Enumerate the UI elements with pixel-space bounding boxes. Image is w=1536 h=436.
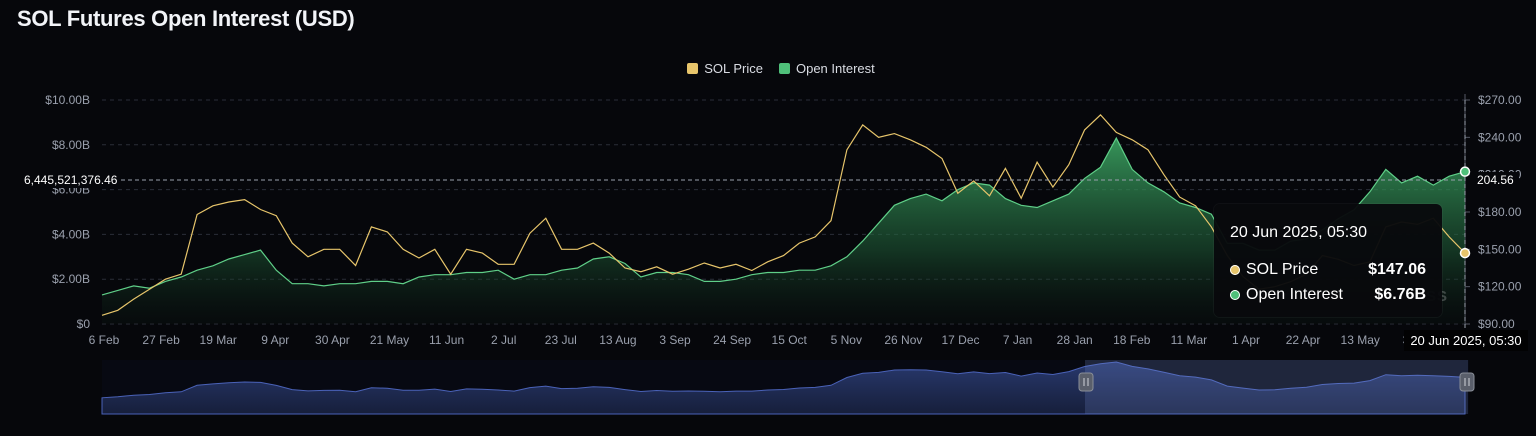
legend-swatch-sol-price (687, 63, 699, 74)
page-title: SOL Futures Open Interest (USD) (17, 6, 355, 31)
tooltip-dot-open-interest (1230, 290, 1240, 300)
crosshair-y-label-left: 6,445,521,376.46 (20, 172, 122, 188)
navigator-handle-right[interactable] (1459, 372, 1475, 392)
x-tick-label: 17 Dec (941, 333, 979, 347)
x-tick-label: 13 Aug (599, 333, 636, 347)
y-left-tick-label: $0 (77, 317, 91, 331)
hover-point-open-interest (1459, 166, 1471, 177)
legend-item-open-interest[interactable]: Open Interest (778, 61, 875, 76)
chart-tooltip: 20 Jun 2025, 05:30 SOL Price $147.06 Ope… (1214, 204, 1442, 317)
x-tick-label: 11 Jun (429, 333, 464, 347)
legend-swatch-open-interest (778, 63, 790, 74)
x-tick-label: 9 Apr (261, 333, 289, 347)
y-right-tick-label: $120.00 (1478, 280, 1522, 294)
tooltip-value-sol-price: $147.06 (1368, 261, 1426, 278)
tooltip-date: 20 Jun 2025, 05:30 (1230, 224, 1368, 241)
x-tick-label: 2 Jul (491, 333, 516, 347)
x-tick-label: 7 Jan (1003, 333, 1032, 347)
crosshair-y-label-right: 204.56 (1472, 172, 1519, 188)
x-tick-label: 6 Feb (89, 333, 120, 347)
x-tick-label: 18 Feb (1113, 333, 1151, 347)
x-tick-label: 23 Jul (545, 333, 577, 347)
y-right-tick-label: $180.00 (1478, 205, 1522, 219)
x-tick-label: 30 Apr (315, 333, 350, 347)
hover-point-sol-price (1459, 247, 1471, 259)
y-left-tick-label: $10.00B (45, 93, 90, 107)
x-tick-label: 26 Nov (884, 333, 922, 347)
x-tick-label: 5 Nov (831, 333, 862, 347)
x-tick-label: 13 May (1341, 333, 1380, 347)
y-left-tick-label: $2.00B (52, 272, 90, 286)
navigator-handle-left[interactable] (1078, 372, 1094, 392)
legend-label-sol-price: SOL Price (704, 61, 763, 76)
x-tick-label: 1 Apr (1232, 333, 1260, 347)
navigator-selection (1085, 360, 1468, 414)
x-tick-label: 11 Mar (1171, 333, 1207, 347)
tooltip-label-sol-price: SOL Price (1246, 261, 1319, 278)
y-right-tick-label: $270.00 (1478, 93, 1522, 107)
legend-item-sol-price[interactable]: SOL Price (687, 61, 763, 76)
x-tick-label: 28 Jan (1057, 333, 1093, 347)
tooltip-value-open-interest: $6.76B (1374, 286, 1426, 303)
y-right-tick-label: $90.00 (1478, 317, 1515, 331)
x-tick-label: 24 Sep (713, 333, 751, 347)
y-right-tick-label: $240.00 (1478, 130, 1522, 144)
open-interest-area (102, 138, 1465, 324)
chart-legend: SOL Price Open Interest (0, 61, 1536, 76)
x-tick-label: 27 Feb (142, 333, 180, 347)
tooltip-dot-sol-price (1230, 265, 1240, 275)
y-right-tick-label: $150.00 (1478, 242, 1522, 256)
crosshair-x-label: 20 Jun 2025, 05:30 (1404, 330, 1528, 351)
tooltip-row-sol-price: SOL Price $147.06 (1230, 261, 1426, 279)
y-left-tick-label: $8.00B (52, 138, 90, 152)
tooltip-label-open-interest: Open Interest (1246, 286, 1343, 303)
legend-label-open-interest: Open Interest (795, 61, 875, 76)
tooltip-row-open-interest: Open Interest $6.76B (1230, 286, 1426, 304)
x-tick-label: 21 May (370, 333, 409, 347)
navigator-series (101, 361, 1466, 415)
x-tick-label: 22 Apr (1286, 333, 1321, 347)
y-left-tick-label: $4.00B (52, 227, 90, 241)
x-tick-label: 19 Mar (200, 333, 237, 347)
x-tick-label: 3 Sep (659, 333, 691, 347)
x-tick-label: 15 Oct (772, 333, 808, 347)
